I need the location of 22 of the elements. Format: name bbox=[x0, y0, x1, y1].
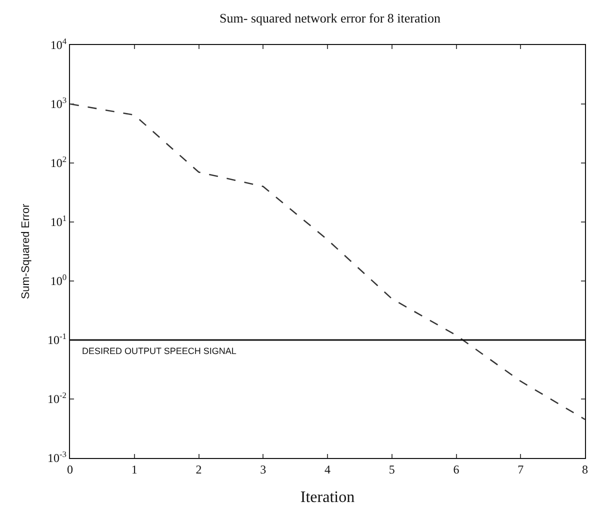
x-tick-label: 7 bbox=[518, 462, 524, 476]
y-tick-label: 10$^{2}$ bbox=[50, 155, 66, 170]
y-tick-label: 10$^{4}$ bbox=[50, 37, 68, 52]
x-tick-label: 8 bbox=[582, 462, 588, 476]
x-tick-label: 5 bbox=[388, 462, 395, 476]
y-tick-label: 10$^{-3}$ bbox=[48, 450, 66, 466]
x-tick-label: 2 bbox=[196, 462, 202, 476]
y-tick-label: 10$^{-2}$ bbox=[48, 391, 66, 406]
y-tick-label: 10$^{-1}$ bbox=[48, 332, 66, 348]
y-tick-label: 10$^{3}$ bbox=[50, 96, 66, 112]
x-tick-label: 0 bbox=[67, 462, 73, 476]
x-tick-label: 1 bbox=[131, 462, 138, 476]
y-tick-label: 10$^{0}$ bbox=[50, 273, 66, 288]
x-axis-title: Iteration bbox=[300, 489, 355, 506]
chart-title: Sum- squared network error for 8 iteration bbox=[220, 10, 441, 26]
x-tick-label: 6 bbox=[453, 462, 460, 476]
x-tick-label: 4 bbox=[324, 462, 330, 476]
ref-line-label: DESIRED OUTPUT SPEECH SIGNAL bbox=[82, 346, 236, 356]
y-axis-title: Sum-Squared Error bbox=[20, 203, 32, 300]
y-tick-label: 10$^{1}$ bbox=[50, 214, 66, 230]
x-tick-label: 3 bbox=[260, 462, 266, 476]
line-series bbox=[70, 103, 585, 420]
